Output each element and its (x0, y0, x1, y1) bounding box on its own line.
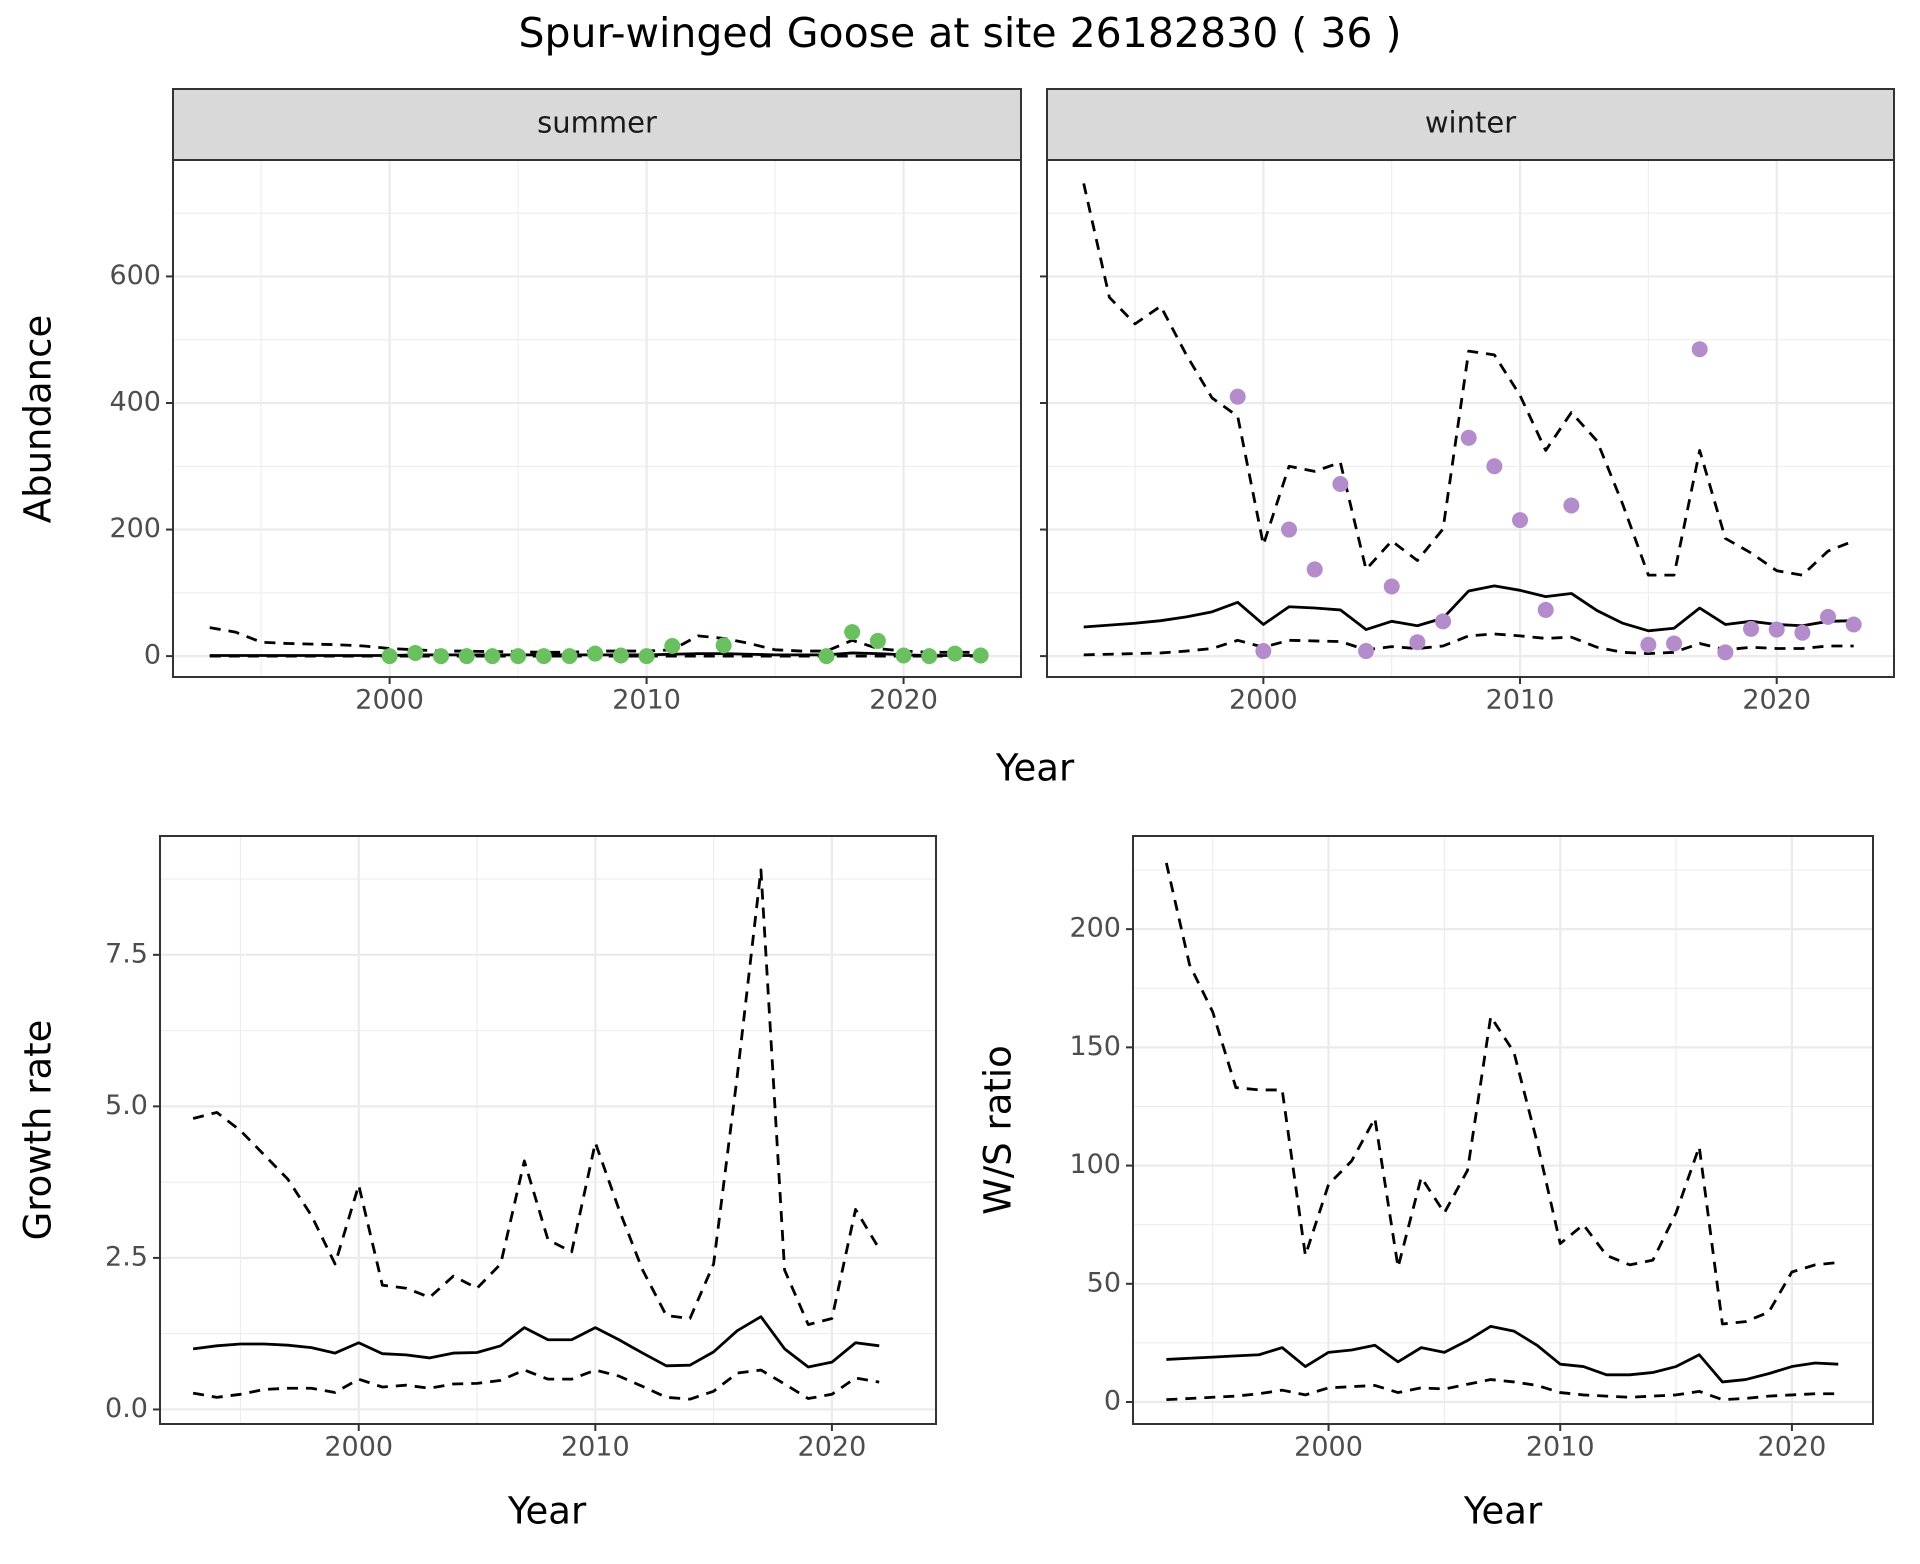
x-tick-label: 2010 (1526, 1432, 1595, 1463)
data-point (1332, 475, 1349, 492)
x-tick-label: 2020 (1742, 685, 1811, 716)
panel-background (1133, 836, 1873, 1424)
data-point (612, 647, 629, 664)
y-tick-label: 5.0 (105, 1090, 148, 1121)
data-point (1306, 561, 1323, 578)
data-point (664, 637, 681, 654)
line-series (1083, 584, 1854, 633)
line-series (192, 1315, 880, 1369)
line-series (192, 1368, 880, 1401)
data-point (715, 637, 732, 654)
data-point (1743, 620, 1760, 637)
line-series (1164, 862, 1839, 1326)
x-tick-label: 2020 (798, 1432, 867, 1463)
data-point (946, 645, 963, 662)
data-point (1717, 644, 1734, 661)
x-tick-label: 2010 (612, 685, 681, 716)
x-axis-title: Year (507, 1490, 587, 1533)
data-point (895, 647, 912, 664)
data-point (1255, 643, 1272, 660)
data-point (587, 645, 604, 662)
strip (1046, 88, 1895, 161)
y-tick-label: 600 (109, 260, 161, 291)
data-point (1820, 608, 1837, 625)
y-tick-label: 2.5 (105, 1241, 148, 1272)
line-series (1166, 1324, 1839, 1384)
panel-border (1132, 835, 1874, 1425)
data-point (1691, 341, 1708, 358)
x-axis-title: Year (995, 747, 1075, 790)
data-point (433, 648, 450, 665)
data-point (1845, 616, 1862, 633)
data-point (1563, 497, 1580, 514)
data-point (972, 647, 989, 664)
figure-title: Spur-winged Goose at site 26182830 ( 36 … (518, 9, 1401, 57)
data-point (1358, 643, 1375, 660)
x-tick-label: 2010 (561, 1432, 630, 1463)
data-point (1640, 636, 1657, 653)
x-axis-title: Year (1463, 1490, 1543, 1533)
data-point (1666, 635, 1683, 652)
data-point (1768, 621, 1785, 638)
x-tick-label: 2000 (1229, 685, 1298, 716)
y-tick-label: 0 (144, 640, 161, 671)
strip (172, 88, 1022, 161)
data-point (561, 648, 578, 665)
data-point (510, 648, 527, 665)
panel-border (159, 835, 937, 1425)
y-axis-title: W/S ratio (977, 1045, 1020, 1215)
data-point (1512, 512, 1529, 529)
data-point (869, 632, 886, 649)
data-point (1409, 634, 1426, 651)
y-tick-label: 7.5 (105, 938, 148, 969)
strip-label: winter (1425, 106, 1516, 140)
data-point (638, 648, 655, 665)
y-tick-label: 200 (1069, 913, 1121, 944)
line-series (1082, 183, 1855, 577)
y-tick-label: 50 (1087, 1267, 1121, 1298)
data-point (381, 648, 398, 665)
y-tick-label: 100 (1069, 1149, 1121, 1180)
data-point (921, 648, 938, 665)
data-point (1486, 458, 1503, 475)
y-tick-label: 0.0 (105, 1393, 148, 1424)
data-point (1229, 388, 1246, 405)
x-tick-label: 2000 (1294, 1432, 1363, 1463)
x-tick-label: 2020 (1758, 1432, 1827, 1463)
data-point (1537, 601, 1554, 618)
data-point (1435, 613, 1452, 630)
panel-background (1047, 160, 1894, 677)
x-tick-label: 2000 (324, 1432, 393, 1463)
y-tick-label: 400 (109, 386, 161, 417)
strip-label: summer (537, 106, 657, 140)
y-tick-label: 150 (1069, 1031, 1121, 1062)
x-tick-label: 2000 (355, 685, 424, 716)
data-point (1281, 521, 1298, 538)
data-point (818, 648, 835, 665)
data-point (407, 644, 424, 661)
x-tick-label: 2020 (869, 685, 938, 716)
y-axis-title: Abundance (17, 315, 60, 523)
data-point (484, 648, 501, 665)
y-axis-title: Growth rate (17, 1020, 60, 1241)
data-point (1383, 578, 1400, 595)
data-point (1460, 429, 1477, 446)
y-tick-label: 200 (109, 513, 161, 544)
panel-background (160, 836, 936, 1424)
data-point (1794, 624, 1811, 641)
x-tick-label: 2010 (1486, 685, 1555, 716)
y-tick-label: 0 (1104, 1386, 1121, 1417)
data-point (535, 648, 552, 665)
panel-background (173, 160, 1021, 677)
data-point (458, 648, 475, 665)
data-point (844, 624, 861, 641)
line-series (192, 868, 881, 1326)
